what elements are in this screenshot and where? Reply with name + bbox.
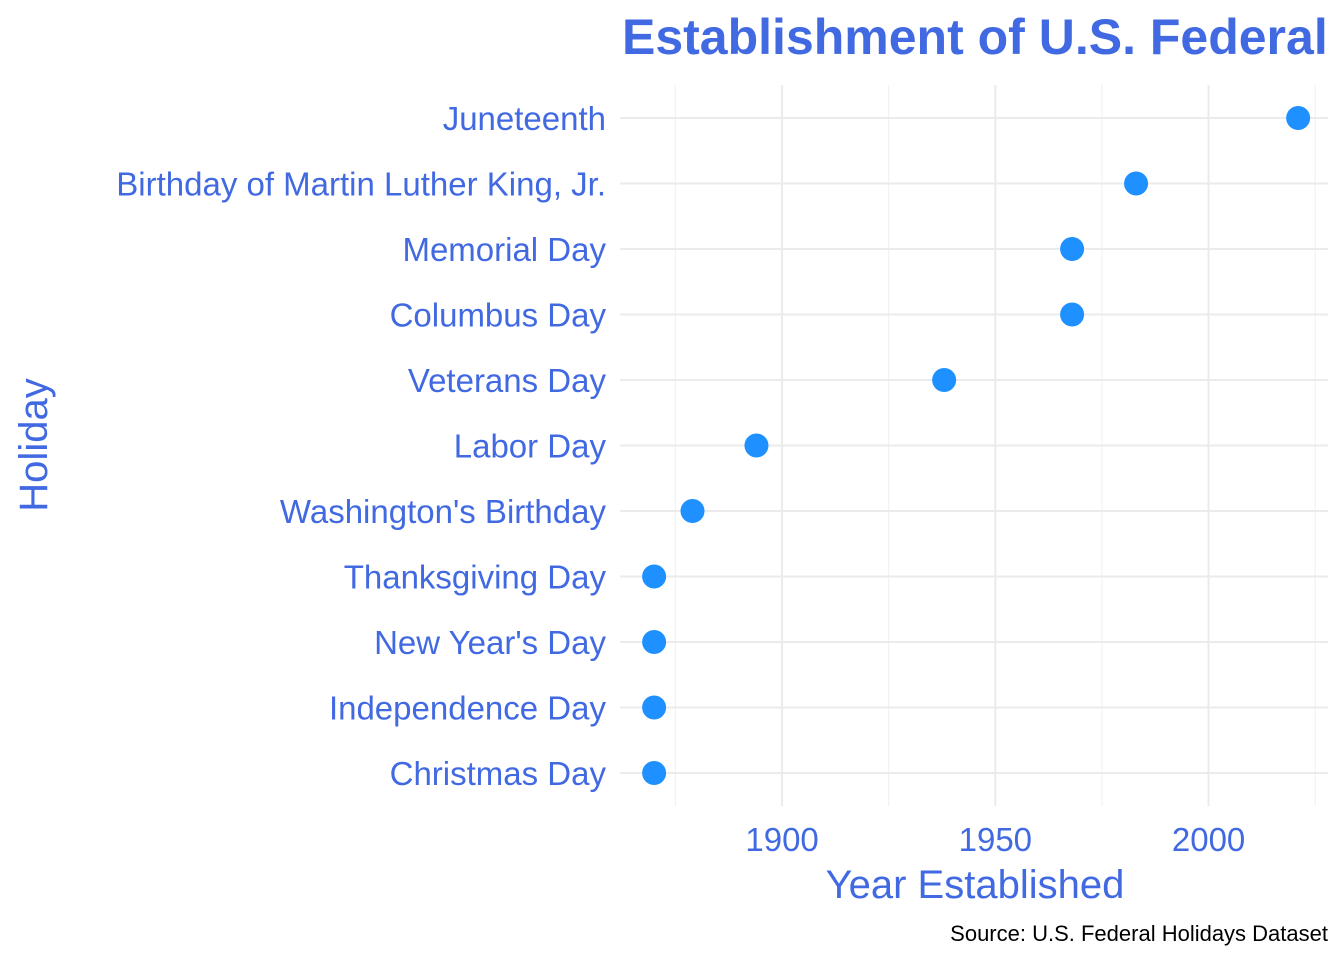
grid-lines: [620, 85, 1328, 806]
data-point: [744, 433, 769, 458]
data-point: [680, 499, 705, 523]
x-tick-label: 1950: [959, 821, 1032, 858]
y-tick-label: Veterans Day: [408, 362, 607, 399]
y-tick-label: Columbus Day: [390, 297, 607, 334]
y-tick-label: Independence Day: [329, 690, 607, 727]
chart-caption: Source: U.S. Federal Holidays Dataset: [950, 921, 1328, 946]
x-tick-labels: 1900 1950 2000: [745, 821, 1245, 858]
x-axis-title: Year Established: [826, 863, 1125, 907]
y-axis-title: Holiday: [12, 378, 56, 511]
chart-title: Establishment of U.S. Federal Holidays: [622, 9, 1344, 65]
data-point: [1060, 302, 1085, 327]
data-points: [642, 106, 1311, 785]
y-tick-label: Juneteenth: [443, 100, 606, 137]
y-tick-label: Birthday of Martin Luther King, Jr.: [116, 166, 606, 203]
y-tick-label: Washington's Birthday: [280, 493, 607, 530]
x-tick-label: 2000: [1172, 821, 1245, 858]
data-point: [642, 630, 667, 654]
data-point: [642, 695, 667, 720]
data-point: [642, 761, 667, 785]
data-point: [1060, 237, 1085, 261]
y-tick-label: Labor Day: [454, 428, 607, 465]
x-tick-label: 1900: [745, 821, 818, 858]
data-point: [642, 564, 667, 589]
y-tick-label: Christmas Day: [390, 755, 607, 792]
y-tick-label: Memorial Day: [402, 231, 606, 268]
data-point: [1124, 171, 1149, 196]
data-point: [932, 368, 957, 392]
y-tick-labels: Christmas Day Independence Day New Year's …: [116, 100, 606, 792]
y-tick-label: New Year's Day: [374, 624, 606, 661]
data-point: [1286, 106, 1311, 130]
y-tick-label: Thanksgiving Day: [344, 559, 607, 596]
